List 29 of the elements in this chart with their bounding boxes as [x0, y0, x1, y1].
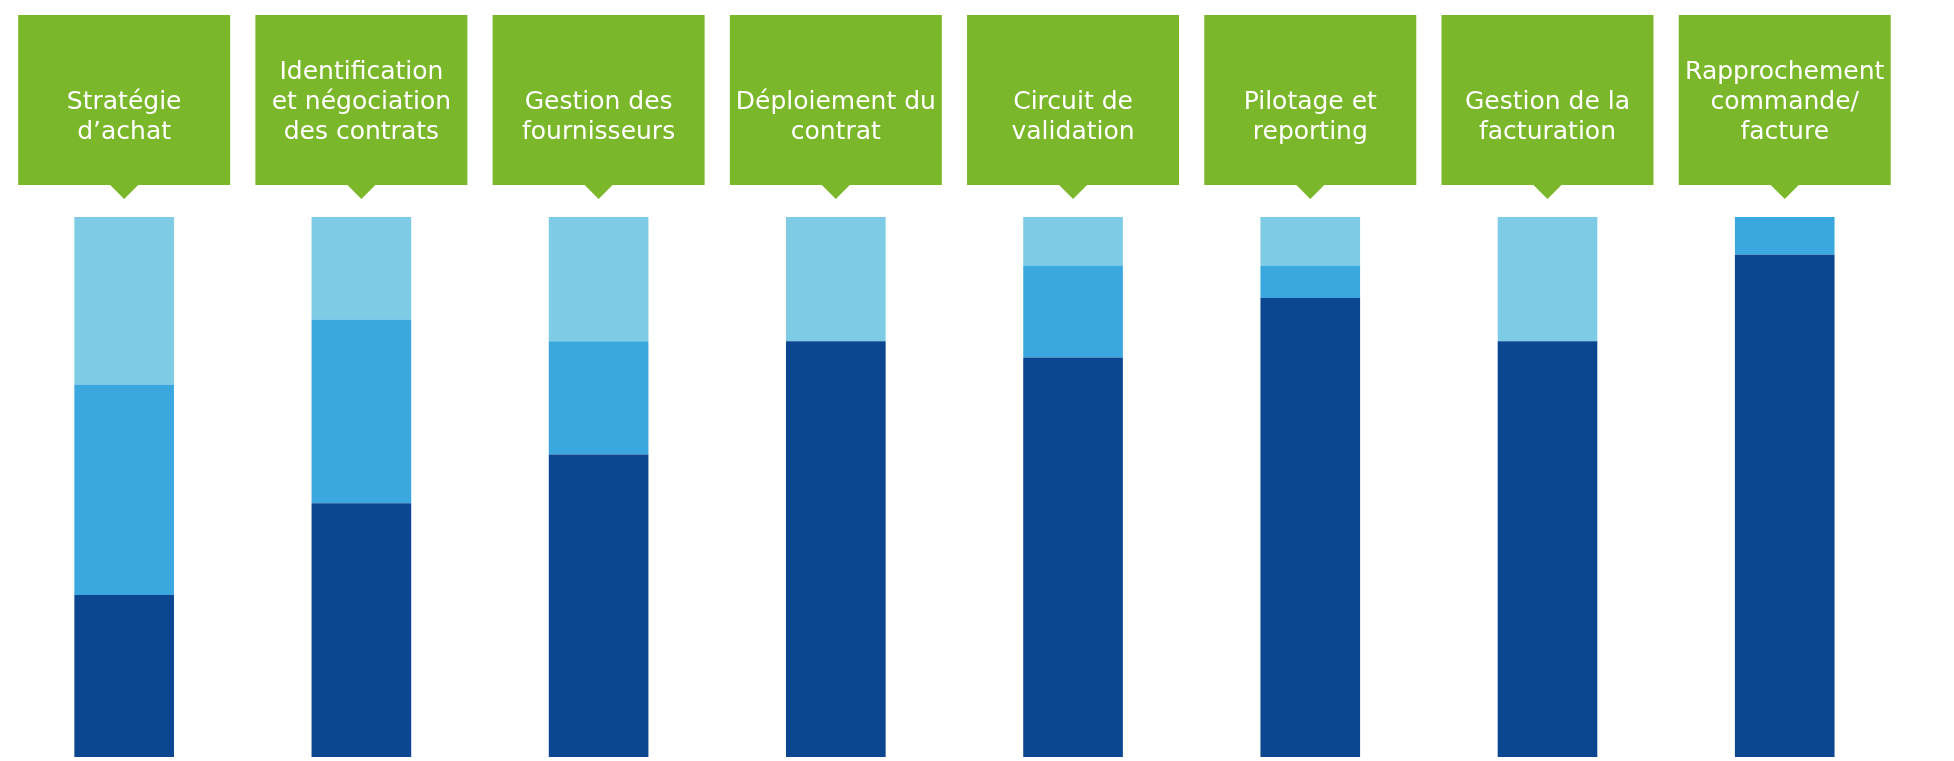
bar — [548, 217, 649, 342]
bar — [74, 384, 174, 595]
bar — [1734, 217, 1835, 255]
bar — [548, 341, 649, 455]
x-tick-label: Gestion des fournisseurs — [522, 85, 676, 145]
bar — [786, 341, 886, 757]
bar — [1260, 298, 1361, 757]
bar — [1497, 341, 1598, 757]
bar — [74, 595, 174, 757]
bar — [1023, 217, 1123, 266]
x-tick-label: Stratégie d’achat — [66, 85, 182, 145]
x-tick-label: Rapprochement commande/ facture — [1685, 55, 1885, 145]
bar — [1260, 217, 1361, 266]
bar — [1023, 357, 1123, 757]
x-tick-label: Pilotage et reporting — [1243, 85, 1378, 145]
bar — [548, 454, 649, 757]
bar — [1260, 265, 1361, 298]
bar — [311, 503, 412, 757]
bar — [1497, 217, 1598, 342]
bar — [74, 217, 174, 385]
bar — [786, 217, 886, 342]
x-tick-label: Identification et négociation des contrats — [271, 55, 452, 145]
bar — [311, 319, 412, 504]
x-tick-label: Déploiement du contrat — [735, 85, 936, 145]
x-tick-label: Gestion de la facturation — [1464, 85, 1631, 145]
bar — [1023, 265, 1123, 358]
bar — [311, 217, 412, 320]
x-tick-label: Circuit de validation — [1011, 85, 1135, 145]
bar — [1734, 254, 1835, 757]
